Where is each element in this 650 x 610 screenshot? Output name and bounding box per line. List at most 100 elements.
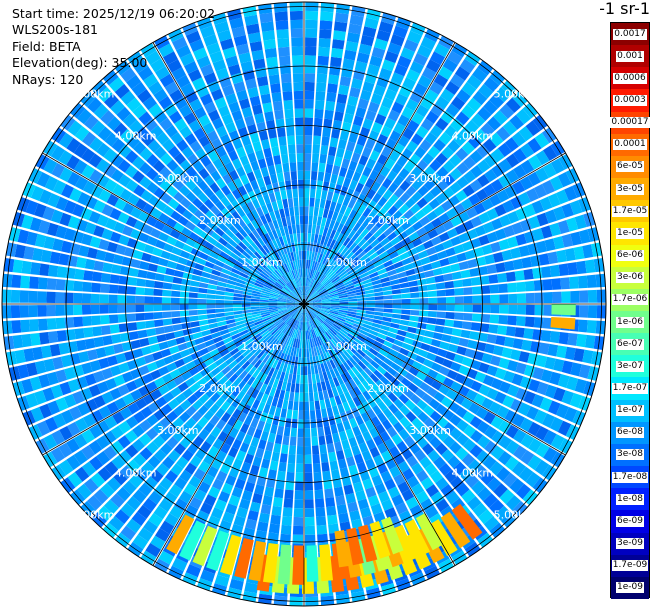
ray-gate bbox=[438, 66, 453, 80]
ray-gate bbox=[249, 41, 263, 52]
ray-gate bbox=[309, 242, 314, 252]
ray-gate bbox=[293, 289, 300, 297]
ray-gate bbox=[380, 237, 390, 247]
ray-gate bbox=[389, 465, 401, 478]
ray-gate bbox=[239, 98, 251, 110]
ray-gate bbox=[162, 289, 172, 297]
ray-gate bbox=[387, 205, 398, 216]
ray-gate bbox=[191, 423, 203, 435]
ray-gate bbox=[117, 212, 130, 224]
ray-gate bbox=[256, 177, 266, 188]
ray-gate bbox=[257, 401, 266, 412]
ray-gate bbox=[222, 352, 232, 362]
ray-gate bbox=[279, 55, 291, 66]
ray-gate bbox=[339, 467, 350, 478]
ray-gate bbox=[358, 155, 369, 166]
ray-gate bbox=[327, 316, 336, 322]
ray-gate bbox=[179, 310, 190, 317]
ray-gate bbox=[43, 358, 55, 372]
ray-gate bbox=[276, 247, 283, 257]
ray-gate bbox=[265, 253, 273, 263]
ray-gate bbox=[454, 224, 466, 235]
ray-gate bbox=[180, 316, 190, 323]
ray-gate bbox=[283, 372, 289, 383]
ray-gate bbox=[512, 258, 524, 270]
ray-gate bbox=[351, 407, 360, 418]
range-label: 1.00km bbox=[325, 256, 367, 269]
ray-gate bbox=[354, 351, 364, 361]
ray-gate bbox=[353, 481, 364, 493]
ray-gate bbox=[242, 373, 252, 383]
ray-gate bbox=[312, 305, 322, 309]
ray-gate bbox=[259, 301, 269, 304]
ray-gate bbox=[227, 255, 237, 264]
ray-gate bbox=[321, 301, 331, 303]
ray-gate bbox=[69, 188, 82, 202]
ray-gate bbox=[241, 393, 251, 404]
ray-gate bbox=[172, 36, 188, 51]
ray-gate bbox=[176, 75, 191, 89]
ray-gate bbox=[502, 395, 515, 408]
ray-gate bbox=[155, 358, 166, 369]
ray-gate bbox=[346, 359, 354, 369]
ray-gate bbox=[340, 225, 349, 235]
ray-gate bbox=[142, 203, 155, 215]
ray-gate bbox=[322, 343, 328, 353]
ray-gate bbox=[126, 295, 136, 304]
ray-gate bbox=[272, 100, 283, 111]
ray-gate bbox=[465, 119, 480, 134]
ray-gate bbox=[435, 477, 449, 491]
ray-gate bbox=[486, 208, 499, 221]
ray-gate bbox=[445, 81, 460, 95]
ray-gate bbox=[304, 232, 308, 242]
ray-gate bbox=[179, 104, 193, 118]
range-label: 3.00km bbox=[157, 424, 199, 437]
ray-gate bbox=[177, 365, 189, 375]
ray-gate bbox=[497, 325, 508, 336]
ray-gate bbox=[318, 244, 323, 254]
ray-gate bbox=[317, 533, 329, 544]
ray-gate bbox=[17, 229, 30, 244]
ray-gate bbox=[279, 145, 288, 155]
ray-gate bbox=[100, 483, 115, 498]
ray-gate bbox=[287, 307, 296, 312]
ray-gate bbox=[200, 215, 212, 226]
ray-gate bbox=[295, 278, 300, 288]
ray-gate bbox=[348, 132, 359, 144]
ray-gate bbox=[181, 449, 194, 462]
ray-gate bbox=[484, 343, 495, 354]
ray-gate bbox=[304, 297, 311, 304]
ray-gate bbox=[328, 289, 338, 295]
ray-gate bbox=[429, 410, 442, 423]
ray-gate bbox=[164, 81, 179, 95]
ray-gate bbox=[290, 291, 298, 298]
ray-gate bbox=[52, 413, 67, 428]
ray-gate bbox=[524, 280, 535, 292]
ray-gate bbox=[185, 179, 197, 191]
ray-gate bbox=[125, 179, 139, 192]
ray-gate bbox=[451, 271, 462, 280]
ray-gate bbox=[281, 313, 290, 320]
ray-gate bbox=[293, 347, 297, 357]
ray-gate bbox=[263, 543, 279, 584]
ray-gate bbox=[10, 289, 21, 303]
ray-gate bbox=[451, 503, 483, 540]
ray-gate bbox=[557, 172, 572, 188]
ray-gate bbox=[316, 82, 327, 92]
ray-gate bbox=[310, 310, 317, 318]
ray-gate bbox=[142, 224, 154, 235]
ray-gate bbox=[335, 242, 343, 252]
ray-gate bbox=[260, 430, 269, 442]
ray-gate bbox=[352, 396, 362, 407]
ray-gate bbox=[312, 242, 317, 252]
ray-gate bbox=[473, 393, 486, 406]
ray-gate bbox=[417, 278, 427, 286]
ray-gate bbox=[570, 362, 582, 377]
ray-gate bbox=[141, 346, 152, 356]
ray-gate bbox=[286, 305, 296, 307]
ray-gate bbox=[332, 323, 342, 330]
ray-gate bbox=[289, 309, 298, 316]
ray-gate bbox=[347, 198, 356, 209]
ray-gate bbox=[413, 82, 428, 96]
ray-gate bbox=[330, 326, 339, 334]
